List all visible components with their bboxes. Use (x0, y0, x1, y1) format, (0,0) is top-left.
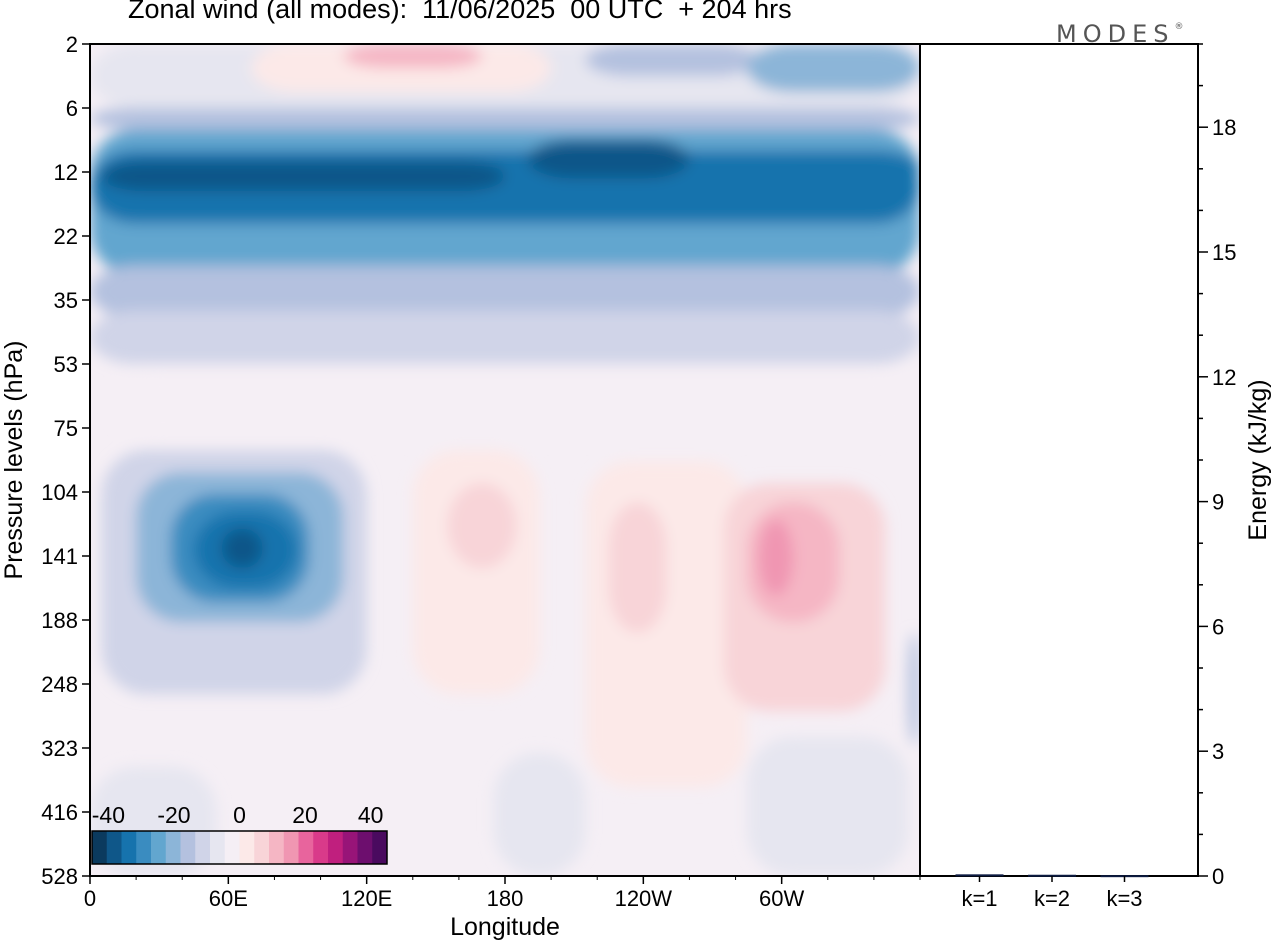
wind-region-13 (747, 44, 920, 92)
colorbar-swatch (180, 831, 196, 864)
y-tick-label: 104 (41, 480, 78, 505)
colorbar-swatch (254, 831, 270, 864)
colorbar-tick-label: -20 (157, 802, 190, 828)
colorbar-swatch (136, 831, 152, 864)
energy-panel-frame (919, 43, 1199, 877)
energy-axis-label: Energy (kJ/kg) (1244, 379, 1272, 540)
colorbar-swatch (151, 831, 167, 864)
wind-region-11 (343, 44, 482, 68)
wind-region-23 (608, 502, 667, 633)
y-tick-label: 248 (41, 672, 78, 697)
colorbar-swatch (195, 831, 211, 864)
wind-region-5 (528, 140, 690, 179)
colorbar-swatch (210, 831, 226, 864)
wind-region-1 (90, 108, 920, 130)
x-tick-label: 120E (341, 886, 392, 911)
y-tick-label: 188 (41, 608, 78, 633)
colorbar-swatch (298, 831, 314, 864)
colorbar-tick-label: 20 (292, 802, 318, 828)
colorbar-tick-label: 0 (233, 802, 246, 828)
energy-bars: 0 3 6 9 12 15 18 k=1 k=2 k=3 (955, 43, 1236, 911)
y-tick-label: 12 (54, 160, 78, 185)
y-tick-label: 416 (41, 800, 78, 825)
wind-region-19 (221, 528, 263, 569)
colorbar-swatch (269, 831, 285, 864)
wind-region-12 (585, 44, 759, 76)
colorbar-tick-label: 40 (358, 802, 384, 828)
colorbar-swatch (357, 831, 373, 864)
wind-region-27 (493, 752, 586, 876)
brand-name: MODES (1056, 20, 1175, 48)
x-tick-label: 0 (84, 886, 96, 911)
colorbar-swatch (372, 831, 388, 864)
brand-logo: MODES® (1056, 20, 1183, 48)
y-tick-label: 528 (41, 864, 78, 889)
wind-region-26 (758, 519, 794, 596)
colorbar-frame (91, 830, 388, 865)
y-tick-label: 6 (66, 96, 78, 121)
colorbar: -40 -20 0 20 40 (91, 802, 388, 865)
energy-bar (955, 874, 1004, 877)
chart-title: Zonal wind (all modes): 11/06/2025 00 UT… (128, 0, 792, 24)
colorbar-swatch (224, 831, 240, 864)
registered-mark: ® (1174, 22, 1184, 32)
y-tick-label: 22 (54, 224, 78, 249)
colorbar-swatch (106, 831, 122, 864)
wind-region-7 (90, 265, 920, 318)
colorbar-swatch (328, 831, 344, 864)
x-tick-label: 180 (487, 886, 524, 911)
y-tick-label: 53 (54, 352, 78, 377)
energy-tick-label: 0 (1212, 864, 1224, 889)
y-tick-label: 35 (54, 288, 78, 313)
wind-region-14 (113, 369, 920, 440)
x-tick-label: 60W (759, 886, 804, 911)
colorbar-swatch (239, 831, 255, 864)
wind-region-8 (90, 310, 920, 364)
energy-category-label: k=1 (961, 886, 997, 911)
colorbar-swatch (313, 831, 329, 864)
colorbar-swatch (121, 831, 137, 864)
wind-region-22 (585, 461, 748, 788)
energy-category-label: k=3 (1106, 886, 1142, 911)
energy-bar (1028, 874, 1076, 877)
wind-region-4 (101, 161, 506, 192)
y-axis-label: Pressure levels (hPa) (0, 341, 28, 580)
x-tick-label: 120W (615, 886, 673, 911)
wind-region-21 (447, 483, 517, 569)
energy-category-label: k=2 (1034, 886, 1070, 911)
energy-tick-label: 15 (1212, 240, 1236, 265)
energy-tick-label: 12 (1212, 365, 1236, 390)
colorbar-swatch (92, 831, 108, 864)
colorbar-swatch (283, 831, 299, 864)
x-tick-label: 60E (209, 886, 248, 911)
y-tick-label: 75 (54, 416, 78, 441)
wind-field (90, 44, 920, 876)
wind-region-6 (758, 150, 920, 185)
energy-tick-label: 18 (1212, 115, 1236, 140)
colorbar-swatch (342, 831, 358, 864)
energy-tick-label: 6 (1212, 614, 1224, 639)
colorbar-swatch (165, 831, 181, 864)
energy-tick-label: 9 (1212, 490, 1224, 515)
y-tick-label: 323 (41, 736, 78, 761)
y-tick-label: 141 (41, 544, 78, 569)
wind-region-28 (747, 736, 909, 876)
wind-region-30 (908, 632, 920, 746)
y-tick-label: 2 (66, 32, 78, 57)
x-axis-label: Longitude (450, 913, 560, 941)
energy-tick-label: 3 (1212, 739, 1224, 764)
colorbar-tick-label: -40 (92, 802, 125, 828)
